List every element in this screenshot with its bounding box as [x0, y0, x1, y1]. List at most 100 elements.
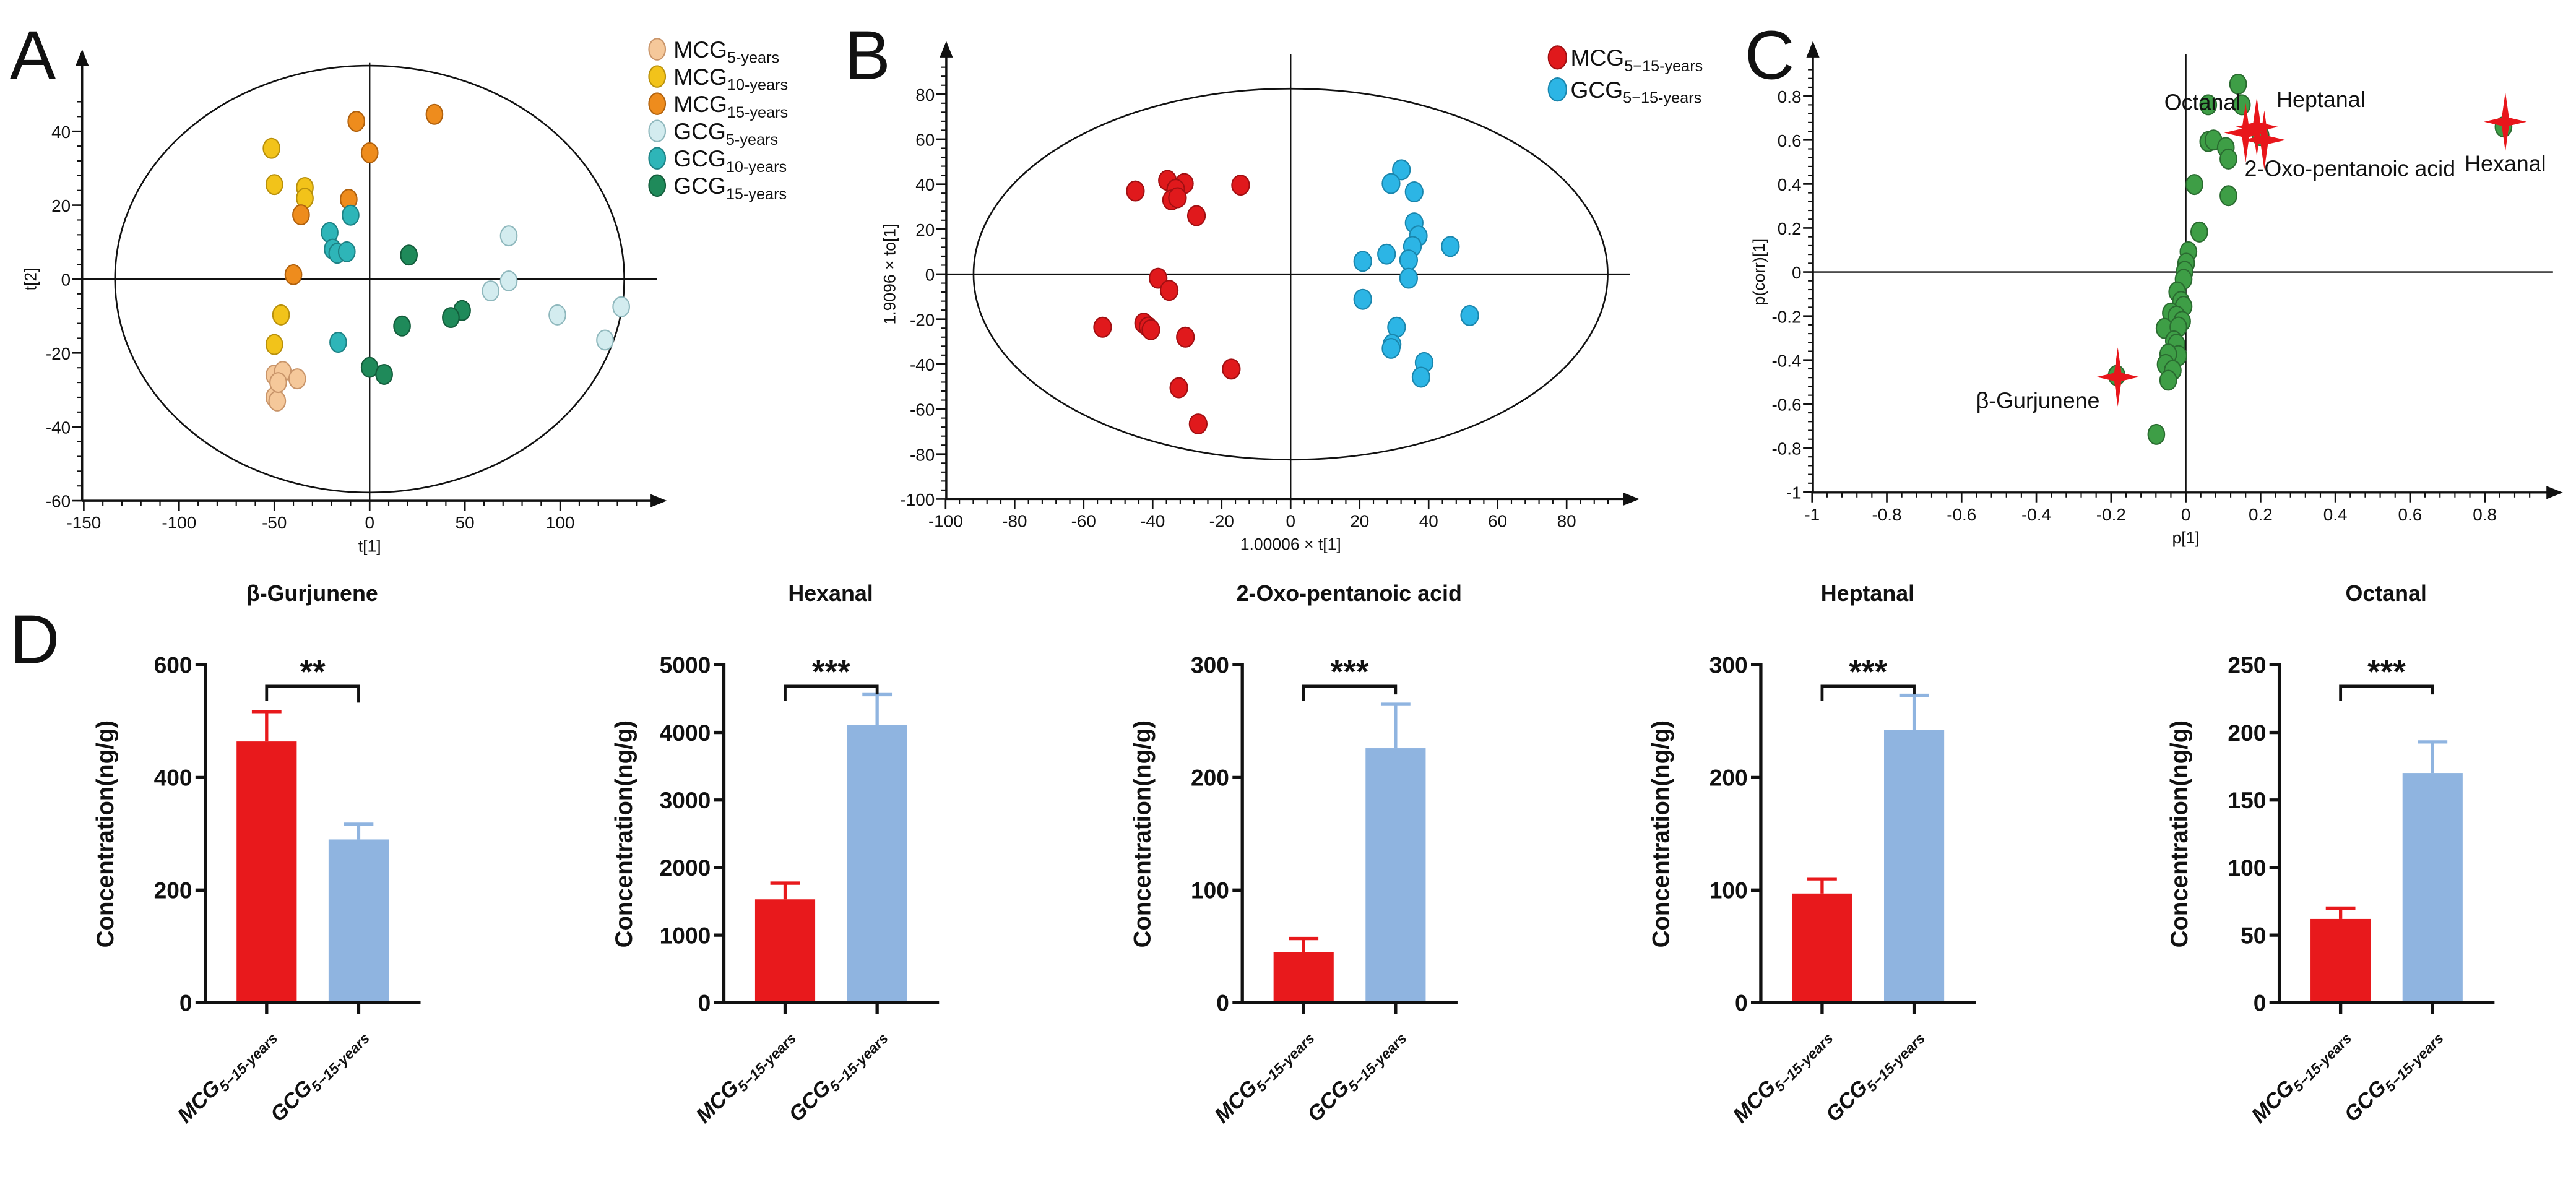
data-point-gcg-5-years: [596, 329, 614, 351]
panel-letters: A B C D: [10, 16, 1794, 678]
data-point-gcg: [1399, 267, 1419, 289]
data-point-mcg-15-years: [425, 103, 444, 125]
legend-label-subscript: 5−15-years: [1623, 90, 1701, 107]
legend-label: MCG15-years: [673, 91, 788, 121]
data-point-gcg: [1381, 173, 1401, 194]
data-point-gcg-5-years: [548, 304, 566, 326]
y-tick-label: 20: [915, 220, 935, 239]
y-tick-label: 50: [2241, 922, 2266, 948]
y-tick-label: 4000: [660, 720, 711, 746]
y-tick-label: 200: [1709, 765, 1748, 791]
x-tick-label-subscript: 5−15-years: [216, 1030, 281, 1095]
y-tick-label: 200: [1191, 765, 1229, 791]
data-point-gcg: [1411, 366, 1431, 388]
chart-title: Hexanal: [788, 581, 873, 606]
significance-label: ***: [2367, 654, 2406, 691]
data-point-gcg: [1404, 181, 1424, 202]
data-point-gcg-5-years: [499, 225, 518, 247]
x-tick-label: -50: [262, 513, 287, 532]
data-point-gcg: [1377, 243, 1396, 265]
data-point-gcg-5-years: [482, 280, 500, 302]
data-point-mcg: [1231, 175, 1250, 196]
legend-label-main: GCG: [673, 118, 726, 144]
x-tick-label-subscript: 5−15-years: [1771, 1030, 1836, 1095]
x-tick-label: 0.6: [2398, 505, 2423, 524]
y-tick-label: 100: [1191, 878, 1229, 904]
y-tick-label: 600: [154, 652, 192, 678]
data-point-mcg-10-years: [272, 304, 290, 326]
y-tick-label: 20: [51, 196, 71, 215]
legend-marker-icon: [1547, 45, 1567, 70]
legend-label-main: GCG: [1571, 77, 1623, 103]
data-point-mcg-10-years: [262, 137, 280, 159]
x-tick-label: -0.8: [1872, 505, 1901, 524]
y-tick-label: 0.4: [1778, 175, 1802, 194]
x-tick-label: GCG5−15-years: [1822, 1022, 1928, 1129]
x-tick-label: 0.2: [2249, 505, 2273, 524]
x-axis-arrow-icon: [1623, 492, 1640, 506]
data-point-mcg-15-years: [292, 204, 310, 226]
data-point-mcg: [1093, 316, 1112, 338]
bar-mcg: [236, 741, 297, 1001]
y-tick-label: 2000: [660, 855, 711, 881]
data-point-mcg-5-years: [269, 372, 287, 394]
confidence-ellipse: [972, 87, 1609, 461]
y-tick-label: 100: [2228, 855, 2266, 881]
data-point-gcg-10-years: [329, 332, 347, 353]
data-point-gcg: [1460, 304, 1479, 326]
y-tick-label: -40: [910, 355, 935, 374]
x-tick-label: 80: [1557, 512, 1576, 531]
legend-label-subscript: 15-years: [727, 104, 788, 121]
data-point-mcg-15-years: [284, 264, 303, 285]
x-tick-label: 0: [365, 513, 374, 532]
variable-point: [2190, 221, 2208, 243]
panel-b-oplsda-scores: -100 -80 -60 -40 -20 0 20 40 60 80 -100 -80 -60 -40 -2…: [881, 41, 1703, 554]
x-tick-label-subscript: 5−15-years: [2290, 1030, 2355, 1095]
legend-label-main: GCG: [673, 145, 726, 171]
legend-label: GCG5−15-years: [1571, 77, 1702, 107]
x-tick-label: 60: [1488, 512, 1507, 531]
y-tick-label: 0: [698, 990, 711, 1016]
data-point-gcg: [1381, 337, 1401, 359]
x-tick-label: 0: [1286, 512, 1295, 531]
legend-label-subscript: 5-years: [727, 50, 779, 67]
legend-marker-icon: [648, 119, 667, 142]
y-tick-label: -40: [46, 418, 71, 437]
data-point-gcg: [1353, 288, 1372, 310]
confidence-ellipse: [114, 64, 625, 494]
compound-annotation: Octanal: [2164, 90, 2241, 114]
data-point-mcg-15-years: [360, 142, 379, 163]
panel-letter-b: B: [844, 16, 890, 93]
legend-label-subscript: 5−15-years: [1624, 58, 1703, 75]
y-tick-label: 0: [1216, 990, 1229, 1016]
x-tick-label: 0: [2181, 505, 2191, 524]
x-tick-label: -100: [928, 512, 963, 531]
data-point-gcg-15-years: [400, 244, 418, 266]
y-tick-label: 1000: [660, 922, 711, 948]
compound-annotation: β-Gurjunene: [1976, 389, 2100, 413]
bar-chart-2-oxo-pentanoic-acid: 2-Oxo-pentanoic acid 0 100 200 300 Concentrat…: [1130, 581, 1462, 1130]
x-tick-label: MCG5−15-years: [1210, 1022, 1318, 1130]
bar-mcg: [1273, 952, 1334, 1001]
significance-label: ***: [812, 654, 850, 691]
y-tick-label: 0: [61, 270, 71, 290]
x-tick-label: MCG5−15-years: [2247, 1022, 2355, 1130]
bar-gcg: [1883, 730, 1945, 1001]
y-tick-label: 80: [915, 85, 935, 105]
data-point-gcg: [1392, 159, 1411, 181]
compound-annotation: 2-Oxo-pentanoic acid: [2245, 157, 2456, 181]
y-tick-label: 400: [154, 765, 192, 791]
legend-label-subscript: 10-years: [727, 77, 788, 94]
data-point-mcg-15-years: [347, 111, 366, 132]
y-axis-label: p(corr)[1]: [1750, 239, 1768, 306]
bar-mcg: [2310, 918, 2371, 1001]
data-point-mcg: [1188, 413, 1208, 435]
chart-title: 2-Oxo-pentanoic acid: [1237, 581, 1462, 606]
y-tick-label: 250: [2228, 652, 2266, 678]
data-point-gcg: [1353, 251, 1372, 272]
legend-label-subscript: 15-years: [726, 186, 787, 203]
y-tick-label: 0: [1792, 263, 1802, 282]
x-tick-label: 100: [546, 513, 574, 532]
y-tick-label: 0.6: [1778, 131, 1802, 150]
panel-c-s-plot: -1 -0.8 -0.6 -0.4 -0.2 0 0.2 0.4 0.6 0.8 -1 -0.8 -0.…: [1750, 41, 2563, 547]
